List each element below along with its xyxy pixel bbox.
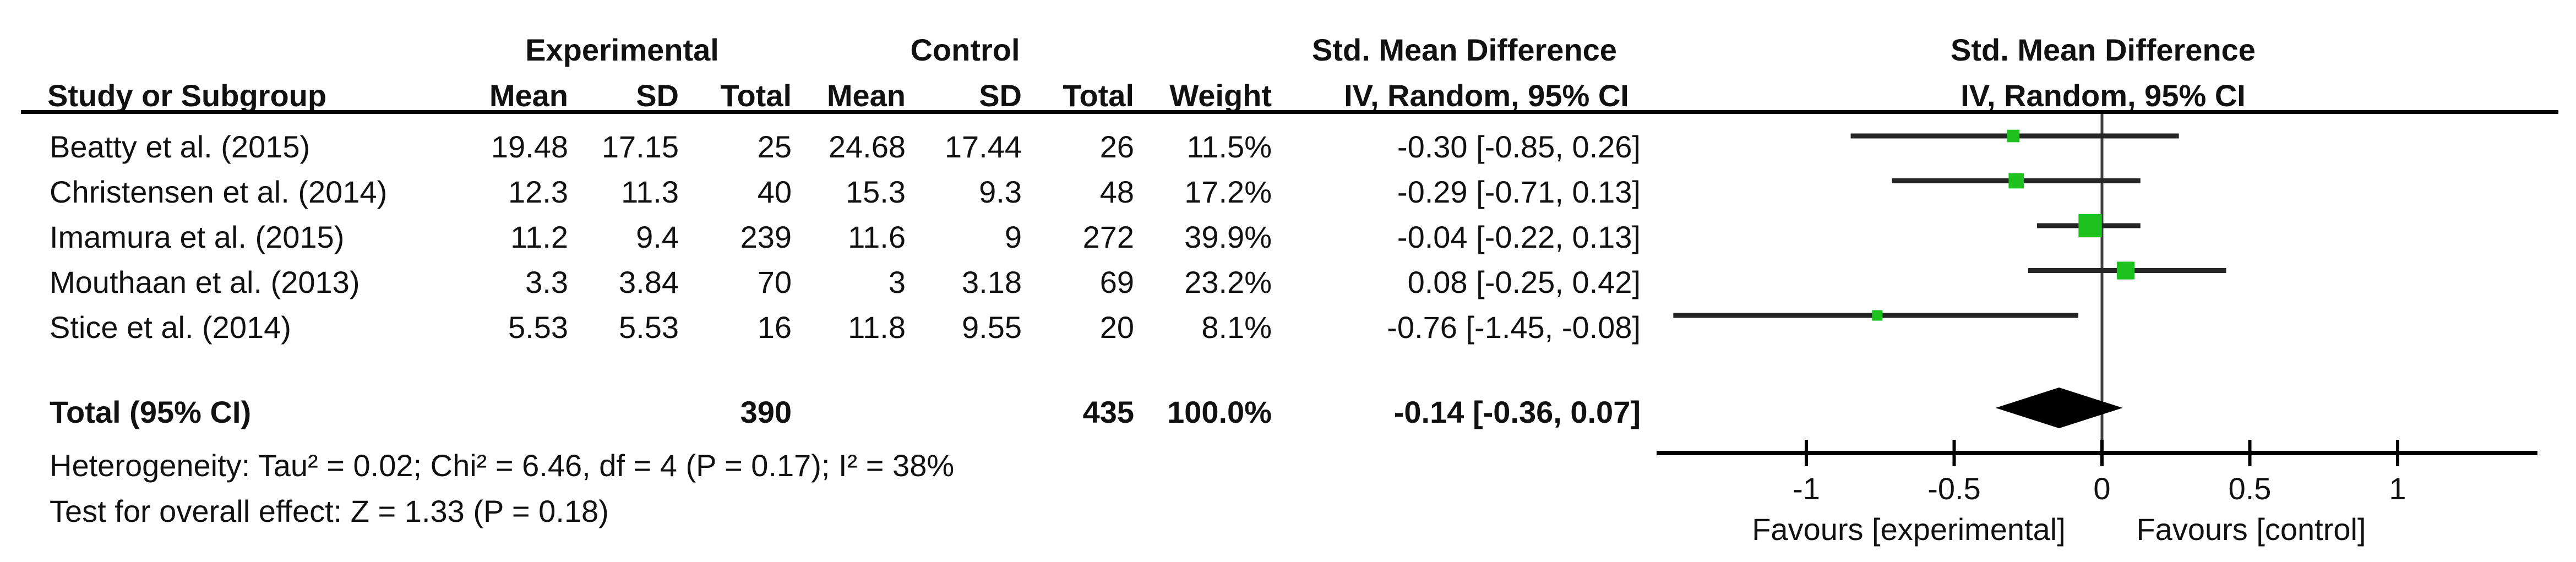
mean-control: 24.68 (828, 129, 906, 164)
header-experimental-group: Experimental (525, 32, 719, 67)
mean-experimental: 5.53 (508, 310, 568, 345)
total-row: Total (95% CI) 390 435 100.0% -0.14 [-0.… (0, 397, 2576, 428)
mean-experimental: 11.2 (510, 220, 568, 254)
table-row: Stice et al. (2014) 5.53 5.53 16 11.8 9.… (0, 312, 2576, 343)
header-smd-right: Std. Mean Difference (1951, 32, 2256, 67)
table-row: Imamura et al. (2015) 11.2 9.4 239 11.6 … (0, 222, 2576, 253)
weight-value: 17.2% (1184, 174, 1272, 209)
header-weight: Weight (1169, 78, 1272, 113)
study-label: Christensen et al. (2014) (50, 174, 388, 209)
header-total-experimental: Total (720, 78, 792, 113)
total-experimental: 70 (757, 265, 792, 299)
total-control: 272 (1082, 220, 1134, 254)
mean-experimental: 3.3 (525, 265, 568, 299)
effect-marker (2007, 129, 2020, 143)
overall-effect-note: Test for overall effect: Z = 1.33 (P = 0… (50, 494, 609, 528)
effect-marker (1872, 310, 1883, 321)
total-experimental: 25 (757, 129, 792, 164)
ci-text: -0.30 [-0.85, 0.26] (1397, 129, 1641, 164)
total-label: Total (95% CI) (50, 395, 252, 429)
header-divider (21, 110, 2558, 114)
pooled-diamond (1995, 388, 2123, 428)
sd-control: 17.44 (944, 129, 1022, 164)
header-control-group: Control (910, 32, 1020, 67)
ci-text: -0.76 [-1.45, -0.08] (1387, 310, 1641, 345)
header-method-right: IV, Random, 95% CI (1960, 78, 2246, 113)
header-mean-control: Mean (826, 78, 906, 113)
weight-value: 8.1% (1201, 310, 1272, 345)
study-label: Mouthaan et al. (2013) (50, 265, 360, 299)
heterogeneity-note: Heterogeneity: Tau² = 0.02; Chi² = 6.46,… (50, 448, 955, 483)
total-control: 48 (1099, 174, 1134, 209)
sd-control: 9.55 (962, 310, 1022, 345)
header-sd-experimental: SD (636, 78, 679, 113)
effect-marker (2078, 214, 2102, 238)
weight-value: 23.2% (1184, 265, 1272, 299)
sd-experimental: 5.53 (619, 310, 679, 345)
ci-text: -0.29 [-0.71, 0.13] (1397, 174, 1641, 209)
sd-control: 9.3 (979, 174, 1022, 209)
table-row: Beatty et al. (2015) 19.48 17.15 25 24.6… (0, 132, 2576, 162)
total-control: 69 (1099, 265, 1134, 299)
sd-control: 9 (1004, 220, 1022, 254)
table-row: Christensen et al. (2014) 12.3 11.3 40 1… (0, 177, 2576, 208)
mean-control: 11.8 (848, 310, 906, 345)
sd-control: 3.18 (962, 265, 1022, 299)
total-n-control: 435 (1082, 395, 1134, 429)
sd-experimental: 17.15 (601, 129, 679, 164)
sd-experimental: 9.4 (636, 220, 679, 254)
effect-marker (2008, 173, 2024, 189)
table-row: Mouthaan et al. (2013) 3.3 3.84 70 3 3.1… (0, 267, 2576, 298)
total-experimental: 40 (757, 174, 792, 209)
favours-right-label: Favours [control] (2136, 512, 2366, 547)
sd-experimental: 3.84 (619, 265, 679, 299)
ci-text: -0.04 [-0.22, 0.13] (1397, 220, 1641, 254)
study-label: Stice et al. (2014) (50, 310, 291, 345)
header-mean-experimental: Mean (489, 78, 568, 113)
study-label: Imamura et al. (2015) (50, 220, 345, 254)
header-smd-left: Std. Mean Difference (1312, 32, 1617, 67)
favours-left-label: Favours [experimental] (1752, 512, 2066, 547)
mean-control: 11.6 (848, 220, 906, 254)
axis-tick-label: -1 (1793, 471, 1820, 506)
total-weight: 100.0% (1167, 395, 1272, 429)
weight-value: 39.9% (1184, 220, 1272, 254)
header-sd-control: SD (979, 78, 1022, 113)
axis-tick-label: 0.5 (2229, 471, 2272, 506)
axis-tick-label: -0.5 (1927, 471, 1981, 506)
total-experimental: 239 (740, 220, 792, 254)
mean-control: 3 (888, 265, 906, 299)
header-study: Study or Subgroup (47, 78, 327, 113)
sd-experimental: 11.3 (621, 174, 679, 209)
total-ci-text: -0.14 [-0.36, 0.07] (1393, 395, 1641, 429)
total-experimental: 16 (757, 310, 792, 345)
header-method-left: IV, Random, 95% CI (1344, 78, 1629, 113)
total-control: 20 (1099, 310, 1134, 345)
header-total-control: Total (1063, 78, 1134, 113)
mean-experimental: 12.3 (508, 174, 568, 209)
axis-tick-label: 1 (2389, 471, 2406, 506)
effect-marker (2116, 261, 2135, 280)
weight-value: 11.5% (1186, 129, 1272, 164)
mean-experimental: 19.48 (491, 129, 568, 164)
total-control: 26 (1099, 129, 1134, 164)
ci-text: 0.08 [-0.25, 0.42] (1407, 265, 1641, 299)
axis-tick-label: 0 (2093, 471, 2110, 506)
study-label: Beatty et al. (2015) (50, 129, 311, 164)
mean-control: 15.3 (846, 174, 906, 209)
total-n-experimental: 390 (740, 395, 792, 429)
